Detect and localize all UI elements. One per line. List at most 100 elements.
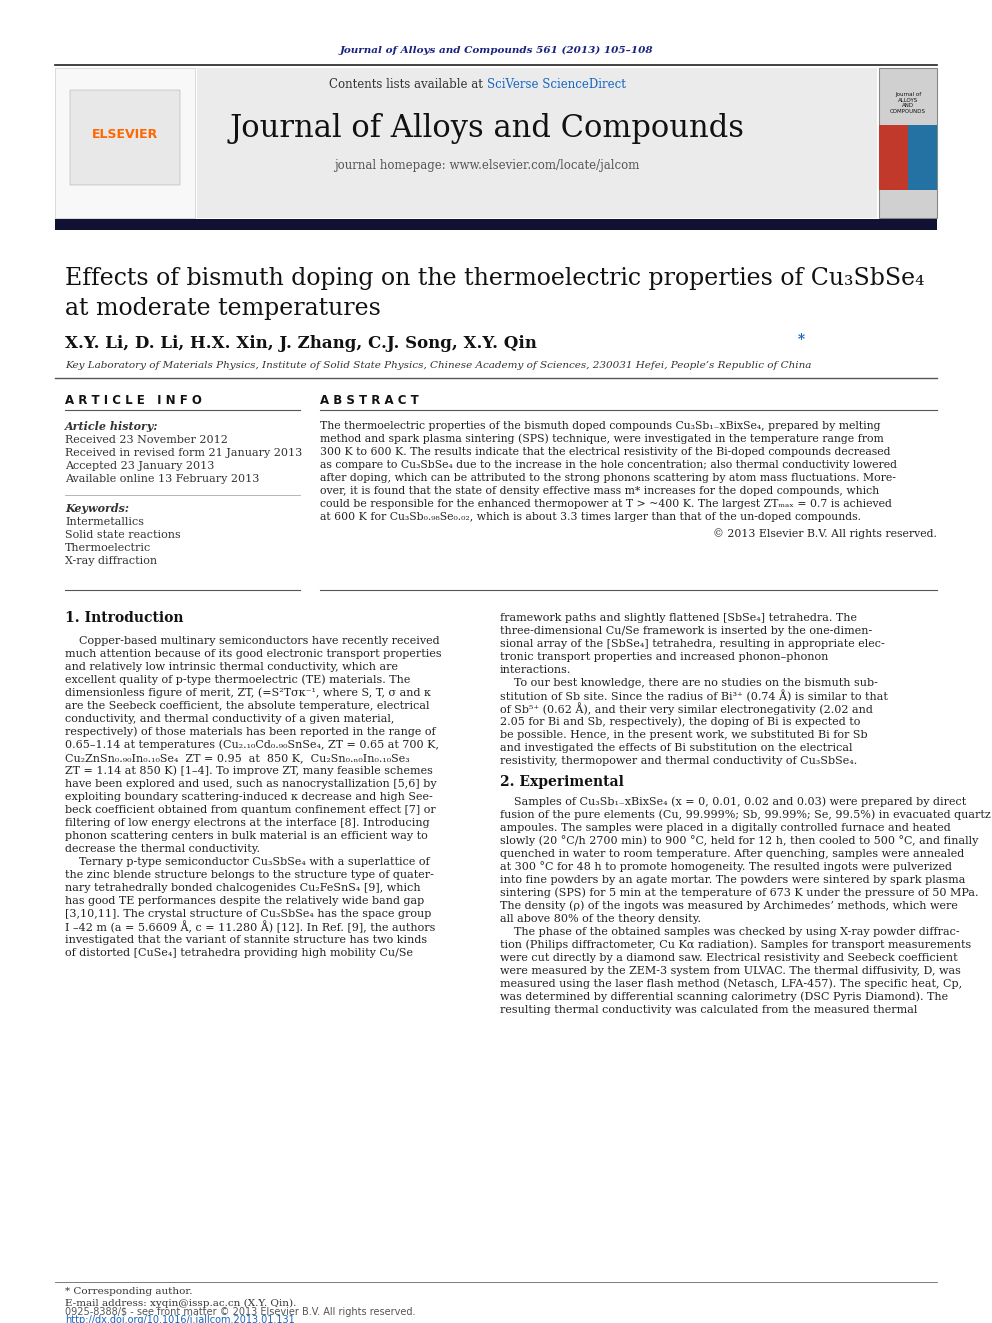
Text: at moderate temperatures: at moderate temperatures xyxy=(65,296,381,319)
Text: Available online 13 February 2013: Available online 13 February 2013 xyxy=(65,474,259,484)
Text: Intermetallics: Intermetallics xyxy=(65,517,144,527)
Text: respectively) of those materials has been reported in the range of: respectively) of those materials has bee… xyxy=(65,726,435,737)
Text: Keywords:: Keywords: xyxy=(65,503,129,513)
Text: after doping, which can be attributed to the strong phonons scattering by atom m: after doping, which can be attributed to… xyxy=(320,474,896,483)
Text: Contents lists available at: Contents lists available at xyxy=(329,78,487,90)
Text: [3,10,11]. The crystal structure of Cu₃SbSe₄ has the space group: [3,10,11]. The crystal structure of Cu₃S… xyxy=(65,909,432,919)
Text: E-mail address: xyqin@issp.ac.cn (X.Y. Qin).: E-mail address: xyqin@issp.ac.cn (X.Y. Q… xyxy=(65,1298,297,1307)
Text: measured using the laser flash method (Netasch, LFA-457). The specific heat, Cp,: measured using the laser flash method (N… xyxy=(500,979,962,990)
Text: 2. Experimental: 2. Experimental xyxy=(500,775,624,789)
Text: ELSEVIER: ELSEVIER xyxy=(92,128,158,142)
Text: Cu₂ZnSn₀.₉₀In₀.₁₀Se₄  ZT = 0.95  at  850 K,  Cu₂Sn₀.ₙ₀In₀.₁₀Se₃: Cu₂ZnSn₀.₉₀In₀.₁₀Se₄ ZT = 0.95 at 850 K,… xyxy=(65,753,410,763)
Text: was determined by differential scanning calorimetry (DSC Pyris Diamond). The: was determined by differential scanning … xyxy=(500,992,948,1003)
Text: all above 80% of the theory density.: all above 80% of the theory density. xyxy=(500,914,701,923)
Text: Received in revised form 21 January 2013: Received in revised form 21 January 2013 xyxy=(65,448,303,458)
Text: much attention because of its good electronic transport properties: much attention because of its good elect… xyxy=(65,650,441,659)
Text: Key Laboratory of Materials Physics, Institute of Solid State Physics, Chinese A: Key Laboratory of Materials Physics, Ins… xyxy=(65,360,811,369)
Text: beck coefficient obtained from quantum confinement effect [7] or: beck coefficient obtained from quantum c… xyxy=(65,804,435,815)
Text: the zinc blende structure belongs to the structure type of quater-: the zinc blende structure belongs to the… xyxy=(65,871,434,880)
Text: 300 K to 600 K. The results indicate that the electrical resistivity of the Bi-d: 300 K to 600 K. The results indicate tha… xyxy=(320,447,891,456)
Text: To our best knowledge, there are no studies on the bismuth sub-: To our best knowledge, there are no stud… xyxy=(500,677,878,688)
Text: http://dx.doi.org/10.1016/j.jallcom.2013.01.131: http://dx.doi.org/10.1016/j.jallcom.2013… xyxy=(65,1315,295,1323)
Text: I –42 m (a = 5.6609 Å, c = 11.280 Å) [12]. In Ref. [9], the authors: I –42 m (a = 5.6609 Å, c = 11.280 Å) [12… xyxy=(65,921,435,933)
FancyBboxPatch shape xyxy=(879,67,937,218)
Text: 1. Introduction: 1. Introduction xyxy=(65,611,184,624)
Text: X-ray diffraction: X-ray diffraction xyxy=(65,556,157,566)
Text: Received 23 November 2012: Received 23 November 2012 xyxy=(65,435,228,445)
Text: 0.65–1.14 at temperatures (Cu₂.₁₀Cd₀.₉₀SnSe₄, ZT = 0.65 at 700 K,: 0.65–1.14 at temperatures (Cu₂.₁₀Cd₀.₉₀S… xyxy=(65,740,439,750)
Text: SciVerse ScienceDirect: SciVerse ScienceDirect xyxy=(487,78,626,90)
Text: The phase of the obtained samples was checked by using X-ray powder diffrac-: The phase of the obtained samples was ch… xyxy=(500,927,959,937)
Text: Samples of Cu₃Sb₁₋xBixSe₄ (x = 0, 0.01, 0.02 and 0.03) were prepared by direct: Samples of Cu₃Sb₁₋xBixSe₄ (x = 0, 0.01, … xyxy=(500,796,966,807)
Text: A R T I C L E   I N F O: A R T I C L E I N F O xyxy=(65,393,202,406)
Text: ampoules. The samples were placed in a digitally controlled furnace and heated: ampoules. The samples were placed in a d… xyxy=(500,823,950,833)
Text: interactions.: interactions. xyxy=(500,665,571,675)
Text: Thermoelectric: Thermoelectric xyxy=(65,542,151,553)
Text: and relatively low intrinsic thermal conductivity, which are: and relatively low intrinsic thermal con… xyxy=(65,662,398,672)
Text: phonon scattering centers in bulk material is an efficient way to: phonon scattering centers in bulk materi… xyxy=(65,831,428,841)
Text: exploiting boundary scattering-induced κ decrease and high See-: exploiting boundary scattering-induced κ… xyxy=(65,792,433,802)
Text: Journal of Alloys and Compounds 561 (2013) 105–108: Journal of Alloys and Compounds 561 (201… xyxy=(339,45,653,54)
Text: decrease the thermal conductivity.: decrease the thermal conductivity. xyxy=(65,844,260,855)
Text: tion (Philips diffractometer, Cu Kα radiation). Samples for transport measuremen: tion (Philips diffractometer, Cu Kα radi… xyxy=(500,939,971,950)
Text: dimensionless figure of merit, ZT, (=S²Tσκ⁻¹, where S, T, σ and κ: dimensionless figure of merit, ZT, (=S²T… xyxy=(65,688,431,699)
FancyBboxPatch shape xyxy=(197,67,877,218)
Text: over, it is found that the state of density effective mass m* increases for the : over, it is found that the state of dens… xyxy=(320,486,879,496)
FancyBboxPatch shape xyxy=(908,124,937,191)
Text: Ternary p-type semiconductor Cu₃SbSe₄ with a superlattice of: Ternary p-type semiconductor Cu₃SbSe₄ wi… xyxy=(65,857,430,867)
Text: 2.05 for Bi and Sb, respectively), the doping of Bi is expected to: 2.05 for Bi and Sb, respectively), the d… xyxy=(500,717,860,728)
Text: as compare to Cu₃SbSe₄ due to the increase in the hole concentration; also therm: as compare to Cu₃SbSe₄ due to the increa… xyxy=(320,460,897,470)
Text: Journal of Alloys and Compounds: Journal of Alloys and Compounds xyxy=(229,112,745,143)
Text: investigated that the variant of stannite structure has two kinds: investigated that the variant of stannit… xyxy=(65,935,428,945)
Text: Solid state reactions: Solid state reactions xyxy=(65,531,181,540)
Text: at 600 K for Cu₃Sb₀.₉₈Se₀.₀₂, which is about 3.3 times larger than that of the u: at 600 K for Cu₃Sb₀.₉₈Se₀.₀₂, which is a… xyxy=(320,512,861,523)
Text: three-dimensional Cu/Se framework is inserted by the one-dimen-: three-dimensional Cu/Se framework is ins… xyxy=(500,626,872,636)
Text: excellent quality of p-type thermoelectric (TE) materials. The: excellent quality of p-type thermoelectr… xyxy=(65,675,411,685)
Text: sional array of the [SbSe₄] tetrahedra, resulting in appropriate elec-: sional array of the [SbSe₄] tetrahedra, … xyxy=(500,639,885,650)
Text: resulting thermal conductivity was calculated from the measured thermal: resulting thermal conductivity was calcu… xyxy=(500,1005,918,1015)
Text: have been explored and used, such as nanocrystallization [5,6] by: have been explored and used, such as nan… xyxy=(65,779,436,789)
Text: Effects of bismuth doping on the thermoelectric properties of Cu₃SbSe₄: Effects of bismuth doping on the thermoe… xyxy=(65,266,925,290)
Text: were measured by the ZEM-3 system from ULVAC. The thermal diffusivity, D, was: were measured by the ZEM-3 system from U… xyxy=(500,966,961,976)
Text: into fine powders by an agate mortar. The powders were sintered by spark plasma: into fine powders by an agate mortar. Th… xyxy=(500,875,965,885)
Text: be possible. Hence, in the present work, we substituted Bi for Sb: be possible. Hence, in the present work,… xyxy=(500,730,868,740)
Text: resistivity, thermopower and thermal conductivity of Cu₃SbSe₄.: resistivity, thermopower and thermal con… xyxy=(500,755,857,766)
Text: tronic transport properties and increased phonon–phonon: tronic transport properties and increase… xyxy=(500,652,828,662)
Text: * Corresponding author.: * Corresponding author. xyxy=(65,1287,192,1297)
Text: fusion of the pure elements (Cu, 99.999%; Sb, 99.99%; Se, 99.5%) in evacuated qu: fusion of the pure elements (Cu, 99.999%… xyxy=(500,810,991,820)
Text: journal homepage: www.elsevier.com/locate/jalcom: journal homepage: www.elsevier.com/locat… xyxy=(334,159,640,172)
Text: The thermoelectric properties of the bismuth doped compounds Cu₃Sb₁₋xBixSe₄, pre: The thermoelectric properties of the bis… xyxy=(320,421,881,431)
Text: at 300 °C for 48 h to promote homogeneity. The resulted ingots were pulverized: at 300 °C for 48 h to promote homogeneit… xyxy=(500,861,952,872)
Text: *: * xyxy=(793,333,806,347)
FancyBboxPatch shape xyxy=(55,220,937,230)
Text: of Sb⁵⁺ (0.62 Å), and their very similar electronegativity (2.02 and: of Sb⁵⁺ (0.62 Å), and their very similar… xyxy=(500,703,873,716)
Text: Copper-based multinary semiconductors have recently received: Copper-based multinary semiconductors ha… xyxy=(65,636,439,646)
Text: © 2013 Elsevier B.V. All rights reserved.: © 2013 Elsevier B.V. All rights reserved… xyxy=(713,529,937,540)
Text: Article history:: Article history: xyxy=(65,421,159,431)
Text: were cut directly by a diamond saw. Electrical resistivity and Seebeck coefficie: were cut directly by a diamond saw. Elec… xyxy=(500,953,957,963)
Text: are the Seebeck coefficient, the absolute temperature, electrical: are the Seebeck coefficient, the absolut… xyxy=(65,701,430,710)
FancyBboxPatch shape xyxy=(70,90,180,185)
Text: nary tetrahedrally bonded chalcogenides Cu₂FeSnS₄ [9], which: nary tetrahedrally bonded chalcogenides … xyxy=(65,882,421,893)
Text: slowly (20 °C/h 2700 min) to 900 °C, held for 12 h, then cooled to 500 °C, and f: slowly (20 °C/h 2700 min) to 900 °C, hel… xyxy=(500,836,978,847)
Text: quenched in water to room temperature. After quenching, samples were annealed: quenched in water to room temperature. A… xyxy=(500,849,964,859)
Text: filtering of low energy electrons at the interface [8]. Introducing: filtering of low energy electrons at the… xyxy=(65,818,430,828)
Text: X.Y. Li, D. Li, H.X. Xin, J. Zhang, C.J. Song, X.Y. Qin: X.Y. Li, D. Li, H.X. Xin, J. Zhang, C.J.… xyxy=(65,335,537,352)
FancyBboxPatch shape xyxy=(55,67,195,218)
Text: A B S T R A C T: A B S T R A C T xyxy=(320,393,419,406)
Text: sintering (SPS) for 5 min at the temperature of 673 K under the pressure of 50 M: sintering (SPS) for 5 min at the tempera… xyxy=(500,888,978,898)
Text: could be responsible for the enhanced thermopower at T > ~400 K. The largest ZTₘ: could be responsible for the enhanced th… xyxy=(320,499,892,509)
Text: Accepted 23 January 2013: Accepted 23 January 2013 xyxy=(65,460,214,471)
Text: method and spark plasma sintering (SPS) technique, were investigated in the temp: method and spark plasma sintering (SPS) … xyxy=(320,434,884,445)
Text: stitution of Sb site. Since the radius of Bi³⁺ (0.74 Å) is similar to that: stitution of Sb site. Since the radius o… xyxy=(500,689,888,703)
FancyBboxPatch shape xyxy=(879,124,908,191)
Text: of distorted [CuSe₄] tetrahedra providing high mobility Cu/Se: of distorted [CuSe₄] tetrahedra providin… xyxy=(65,949,413,958)
Text: Journal of
ALLOYS
AND
COMPOUNDS: Journal of ALLOYS AND COMPOUNDS xyxy=(890,91,926,114)
Text: ZT = 1.14 at 850 K) [1–4]. To improve ZT, many feasible schemes: ZT = 1.14 at 850 K) [1–4]. To improve ZT… xyxy=(65,766,433,777)
Text: and investigated the effects of Bi substitution on the electrical: and investigated the effects of Bi subst… xyxy=(500,744,852,753)
Text: conductivity, and thermal conductivity of a given material,: conductivity, and thermal conductivity o… xyxy=(65,714,395,724)
Text: has good TE performances despite the relatively wide band gap: has good TE performances despite the rel… xyxy=(65,896,425,906)
Text: The density (ρ) of the ingots was measured by Archimedes’ methods, which were: The density (ρ) of the ingots was measur… xyxy=(500,901,958,912)
Text: framework paths and slightly flattened [SbSe₄] tetrahedra. The: framework paths and slightly flattened [… xyxy=(500,613,857,623)
Text: 0925-8388/$ - see front matter © 2013 Elsevier B.V. All rights reserved.: 0925-8388/$ - see front matter © 2013 El… xyxy=(65,1307,416,1316)
